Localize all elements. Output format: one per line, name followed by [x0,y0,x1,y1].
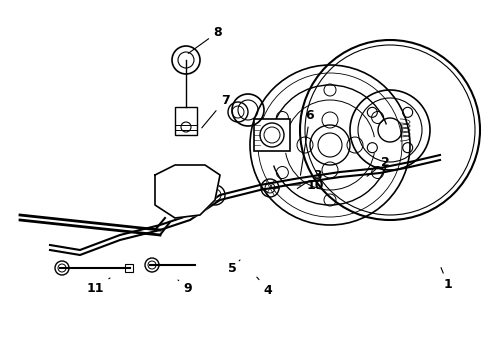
Polygon shape [155,165,220,218]
Text: 9: 9 [178,280,192,294]
Text: 11: 11 [86,278,110,294]
Text: 10: 10 [285,179,324,192]
Text: 6: 6 [300,108,314,175]
Text: 8: 8 [188,26,222,53]
Bar [254,119,290,151]
Text: 5: 5 [228,260,240,275]
Text: 7: 7 [202,94,229,128]
Text: 4: 4 [257,277,272,297]
Text: 3: 3 [297,168,322,189]
Text: 2: 2 [367,156,390,176]
Text: 1: 1 [441,267,452,292]
Bar [175,107,197,135]
Bar [125,264,133,272]
